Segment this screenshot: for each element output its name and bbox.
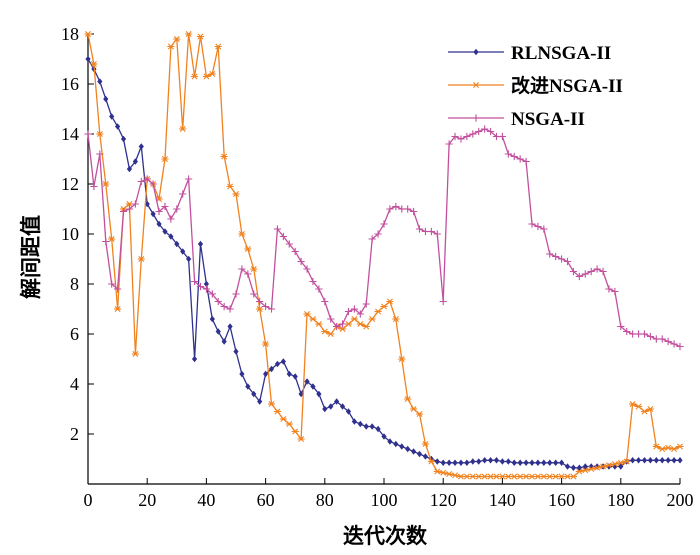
x-tick-label: 140 [489,490,516,510]
x-tick-label: 200 [667,490,694,510]
x-tick-label: 180 [607,490,634,510]
y-tick-label: 10 [61,224,79,244]
legend-label: NSGA-II [511,109,585,130]
x-tick-label: 120 [430,490,457,510]
y-tick-label: 8 [70,274,79,294]
x-tick-label: 60 [257,490,275,510]
x-axis-title: 迭代次数 [343,524,427,548]
legend-item-RLNSGA-II: RLNSGA-II [448,43,611,64]
legend-item-改进NSGA-II: 改进NSGA-II [448,74,623,97]
x-tick-label: 80 [316,490,334,510]
y-tick-label: 6 [70,324,79,344]
series-改进NSGA-II [84,31,684,480]
x-tick-label: 20 [138,490,156,510]
x-tick-label: 40 [197,490,215,510]
series-line [87,128,681,348]
legend: RLNSGA-II 改进NSGA-II NSGA-II [448,43,623,130]
series-RLNSGA-II [85,55,683,471]
y-tick-label: 2 [70,424,79,444]
x-tick-label: 100 [371,490,398,510]
legend-label: 改进NSGA-II [511,74,623,97]
y-tick-label: 14 [61,124,79,144]
series-line [87,33,681,478]
y-tick-label: 16 [61,74,79,94]
series-line [87,58,680,469]
series-markers [85,55,683,471]
axes: 0 20 40 60 80 100 120 140 160 180 200 2 4 6 8 10 12 14 16 1… [61,24,694,510]
y-axis-title: 解间距值 [19,215,43,299]
y-tick-label: 12 [61,174,79,194]
legend-item-NSGA-II: NSGA-II [448,109,585,130]
series-markers [84,125,684,351]
x-tick-label: 160 [548,490,575,510]
x-tick-label: 0 [84,490,93,510]
series-markers [84,31,684,480]
legend-label: RLNSGA-II [511,43,611,64]
y-tick-label: 4 [70,374,79,394]
series-NSGA-II [84,125,684,351]
y-tick-label: 18 [61,24,79,44]
